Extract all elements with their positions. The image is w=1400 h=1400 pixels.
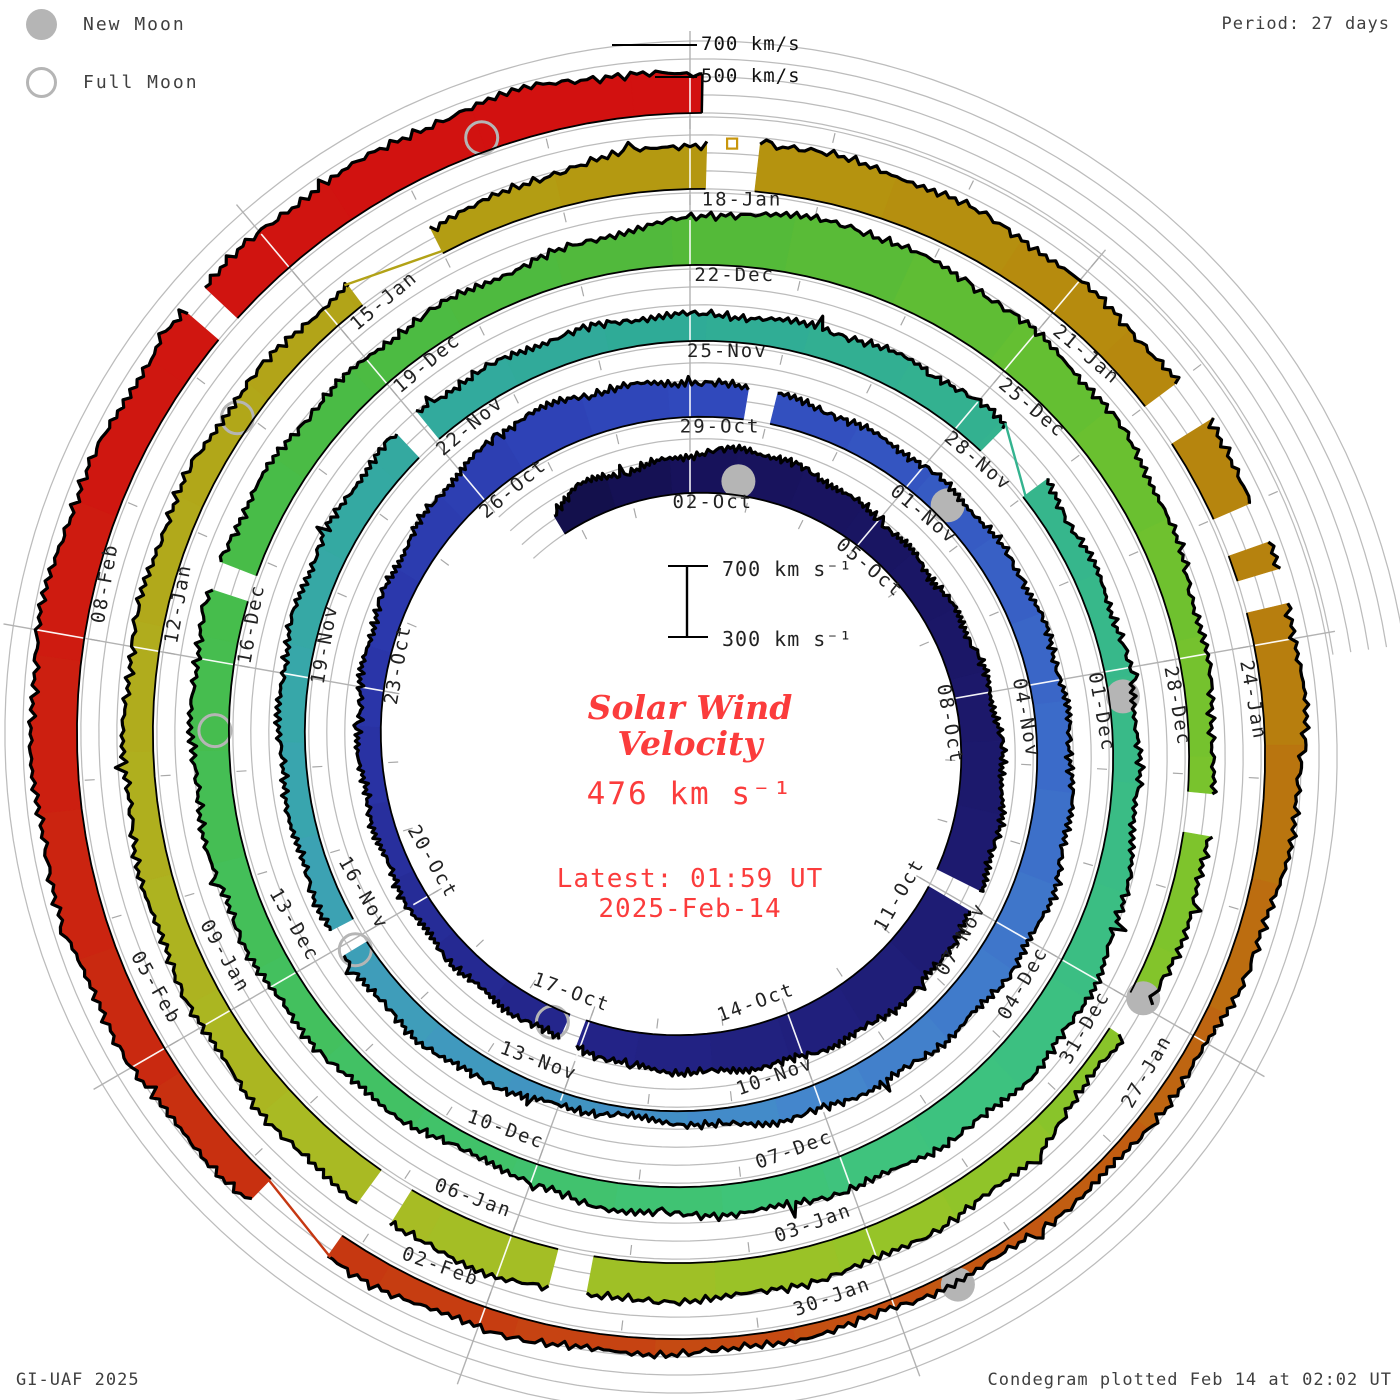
- new-moon-icon: [26, 8, 57, 40]
- date-label: 18-Jan: [702, 188, 783, 210]
- scalebar-bottom-label: 300 km s⁻¹: [722, 627, 853, 651]
- date-label: 25-Nov: [687, 340, 768, 362]
- chart-title-line1: Solar Wind: [587, 688, 793, 727]
- date-label: 29-Oct: [680, 415, 761, 437]
- date-label: 02-Oct: [672, 491, 753, 513]
- latest-time: Latest: 01:59 UT: [556, 864, 824, 894]
- period-label: Period: 27 days: [1221, 14, 1390, 34]
- current-velocity-value: 476 km s⁻¹: [586, 776, 794, 812]
- new-moon-marker: [1126, 981, 1161, 1016]
- date-label: 22-Dec: [694, 264, 775, 286]
- legend-new-moon: New Moon: [26, 8, 199, 40]
- new-moon-marker: [721, 464, 756, 499]
- center-panel: Solar Wind Velocity 476 km s⁻¹ Latest: 0…: [440, 688, 940, 925]
- scalebar-top-label: 700 km s⁻¹: [722, 557, 853, 581]
- plotted-timestamp: Condegram plotted Feb 14 at 02:02 UT: [987, 1370, 1392, 1390]
- latest-date: 2025-Feb-14: [598, 894, 782, 924]
- full-moon-label: Full Moon: [83, 71, 199, 93]
- moon-legend: New Moon Full Moon: [26, 0, 199, 98]
- credit-label: GI-UAF 2025: [16, 1370, 140, 1390]
- chart-title-line2: Velocity: [617, 724, 763, 763]
- new-moon-marker: [1105, 679, 1140, 714]
- radial-scale-500-label: 500 km/s: [701, 65, 801, 87]
- legend-full-moon: Full Moon: [26, 66, 199, 98]
- full-moon-icon: [26, 66, 57, 98]
- new-moon-marker: [930, 488, 965, 523]
- new-moon-label: New Moon: [83, 13, 186, 35]
- radial-scale-700-label: 700 km/s: [701, 33, 801, 55]
- full-moon-marker: [197, 713, 233, 749]
